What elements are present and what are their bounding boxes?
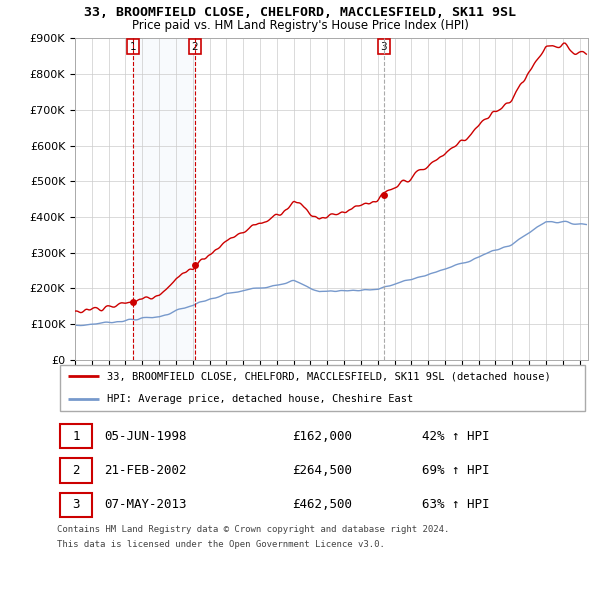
Text: 2: 2 <box>191 41 198 51</box>
Text: 05-JUN-1998: 05-JUN-1998 <box>104 430 187 442</box>
Bar <box>133 38 195 360</box>
Text: 1: 1 <box>73 430 80 442</box>
Text: 42% ↑ HPI: 42% ↑ HPI <box>422 430 489 442</box>
Text: 63% ↑ HPI: 63% ↑ HPI <box>422 499 489 512</box>
Text: 1: 1 <box>130 41 136 51</box>
FancyBboxPatch shape <box>60 424 92 448</box>
Text: £162,000: £162,000 <box>292 430 352 442</box>
Text: Contains HM Land Registry data © Crown copyright and database right 2024.: Contains HM Land Registry data © Crown c… <box>57 525 449 534</box>
Text: 07-MAY-2013: 07-MAY-2013 <box>104 499 187 512</box>
Text: 3: 3 <box>380 41 387 51</box>
Text: £462,500: £462,500 <box>292 499 352 512</box>
Text: £264,500: £264,500 <box>292 464 352 477</box>
Text: 33, BROOMFIELD CLOSE, CHELFORD, MACCLESFIELD, SK11 9SL (detached house): 33, BROOMFIELD CLOSE, CHELFORD, MACCLESF… <box>107 371 551 381</box>
Text: This data is licensed under the Open Government Licence v3.0.: This data is licensed under the Open Gov… <box>57 540 385 549</box>
Text: 33, BROOMFIELD CLOSE, CHELFORD, MACCLESFIELD, SK11 9SL: 33, BROOMFIELD CLOSE, CHELFORD, MACCLESF… <box>84 6 516 19</box>
FancyBboxPatch shape <box>60 458 92 483</box>
Text: HPI: Average price, detached house, Cheshire East: HPI: Average price, detached house, Ches… <box>107 395 413 405</box>
Text: 2: 2 <box>73 464 80 477</box>
Text: 3: 3 <box>73 499 80 512</box>
FancyBboxPatch shape <box>59 365 586 411</box>
FancyBboxPatch shape <box>60 493 92 517</box>
Text: 21-FEB-2002: 21-FEB-2002 <box>104 464 187 477</box>
Text: 69% ↑ HPI: 69% ↑ HPI <box>422 464 489 477</box>
Text: Price paid vs. HM Land Registry's House Price Index (HPI): Price paid vs. HM Land Registry's House … <box>131 19 469 32</box>
